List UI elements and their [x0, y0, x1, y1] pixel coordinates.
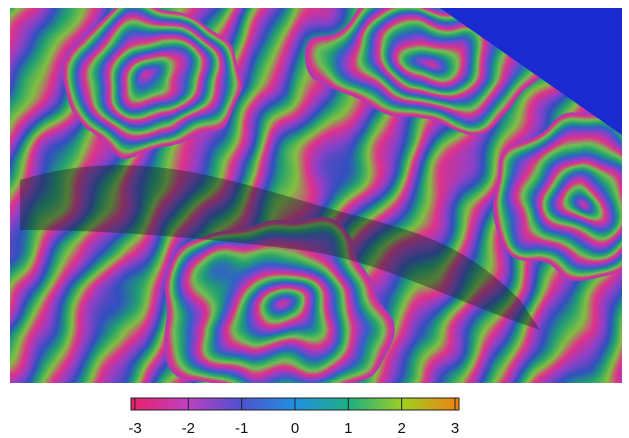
colorbar-tick-label: -3 — [128, 420, 141, 437]
page: -3 -2 -1 0 1 2 3 — [0, 0, 629, 438]
colorbar-tick-label: 2 — [397, 420, 405, 437]
colorbar-tick-label: 0 — [291, 420, 299, 437]
colorbar-tick-label: -2 — [182, 420, 195, 437]
colorbar-tick-label: 3 — [451, 420, 459, 437]
colorbar-tick-label: -1 — [235, 420, 248, 437]
colorbar-tick-label: 1 — [344, 420, 352, 437]
